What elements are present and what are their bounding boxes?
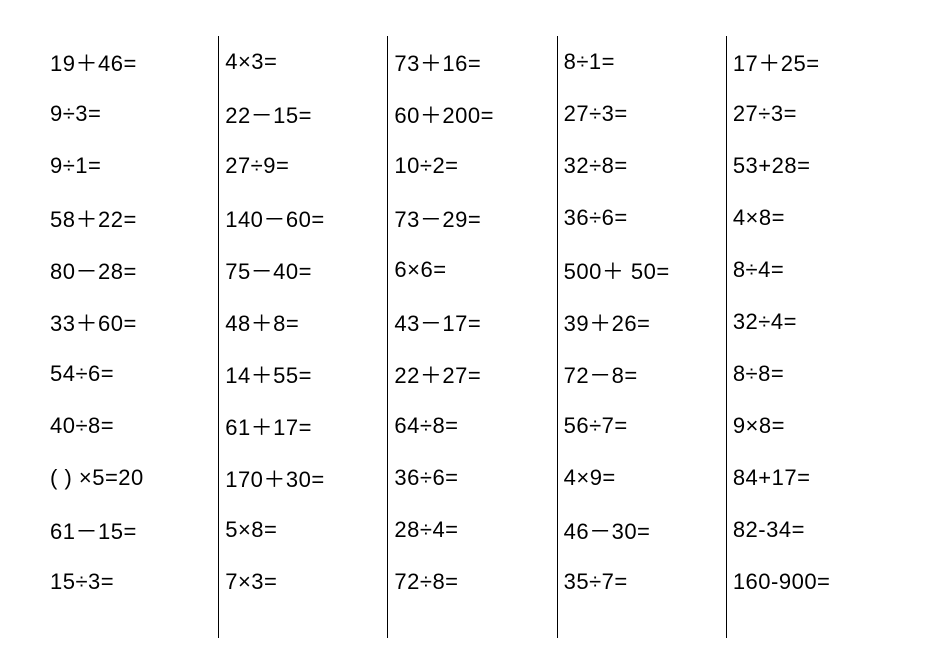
column-2: 4×3= 22－15= 27÷9= 140－60= 75－40= 48＋8= 1… (218, 36, 387, 638)
math-problem: 75－40= (219, 244, 387, 296)
columns-container: 19＋46= 9÷3= 9÷1= 58＋22= 80－28= 33＋60= 54… (50, 36, 895, 638)
math-problem: 80－28= (50, 244, 218, 296)
math-problem: 58＋22= (50, 192, 218, 244)
math-problem: 36÷6= (388, 452, 556, 504)
math-problem: 4×3= (219, 36, 387, 88)
math-problem: 10÷2= (388, 140, 556, 192)
math-problem: 500＋ 50= (558, 244, 726, 296)
math-problem: 64÷8= (388, 400, 556, 452)
math-problem: 27÷3= (727, 88, 895, 140)
math-problem: 48＋8= (219, 296, 387, 348)
math-problem: 61－15= (50, 504, 218, 556)
math-problem: 73－29= (388, 192, 556, 244)
math-problem: 84+17= (727, 452, 895, 504)
math-problem: 82-34= (727, 504, 895, 556)
math-problem: 40÷8= (50, 400, 218, 452)
math-problem: 27÷9= (219, 140, 387, 192)
math-problem: 60＋200= (388, 88, 556, 140)
math-problem: ( ) ×5=20 (50, 452, 218, 504)
column-3: 73＋16= 60＋200= 10÷2= 73－29= 6×6= 43－17= … (387, 36, 556, 638)
math-problem: 19＋46= (50, 36, 218, 88)
math-problem: 160-900= (727, 556, 895, 608)
math-problem: 4×9= (558, 452, 726, 504)
math-problem: 14＋55= (219, 348, 387, 400)
math-problem: 140－60= (219, 192, 387, 244)
math-problem: 32÷4= (727, 296, 895, 348)
worksheet-sheet: 19＋46= 9÷3= 9÷1= 58＋22= 80－28= 33＋60= 54… (0, 0, 945, 668)
math-problem: 9÷3= (50, 88, 218, 140)
math-problem: 73＋16= (388, 36, 556, 88)
math-problem: 53+28= (727, 140, 895, 192)
math-problem: 56÷7= (558, 400, 726, 452)
math-problem: 8÷1= (558, 36, 726, 88)
math-problem: 8÷4= (727, 244, 895, 296)
math-problem: 72－8= (558, 348, 726, 400)
math-problem: 22－15= (219, 88, 387, 140)
math-problem: 54÷6= (50, 348, 218, 400)
math-problem: 8÷8= (727, 348, 895, 400)
math-problem: 39＋26= (558, 296, 726, 348)
math-problem: 17＋25= (727, 36, 895, 88)
math-problem: 35÷7= (558, 556, 726, 608)
math-problem: 170＋30= (219, 452, 387, 504)
math-problem: 5×8= (219, 504, 387, 556)
math-problem: 15÷3= (50, 556, 218, 608)
math-problem: 4×8= (727, 192, 895, 244)
column-4: 8÷1= 27÷3= 32÷8= 36÷6= 500＋ 50= 39＋26= 7… (557, 36, 726, 638)
math-problem: 72÷8= (388, 556, 556, 608)
math-problem: 43－17= (388, 296, 556, 348)
math-problem: 22＋27= (388, 348, 556, 400)
math-problem: 9×8= (727, 400, 895, 452)
math-problem: 33＋60= (50, 296, 218, 348)
math-problem: 32÷8= (558, 140, 726, 192)
math-problem: 28÷4= (388, 504, 556, 556)
math-problem: 27÷3= (558, 88, 726, 140)
math-problem: 61＋17= (219, 400, 387, 452)
column-5: 17＋25= 27÷3= 53+28= 4×8= 8÷4= 32÷4= 8÷8=… (726, 36, 895, 638)
math-problem: 6×6= (388, 244, 556, 296)
math-problem: 36÷6= (558, 192, 726, 244)
column-1: 19＋46= 9÷3= 9÷1= 58＋22= 80－28= 33＋60= 54… (50, 36, 218, 638)
math-problem: 7×3= (219, 556, 387, 608)
math-problem: 9÷1= (50, 140, 218, 192)
math-problem: 46－30= (558, 504, 726, 556)
